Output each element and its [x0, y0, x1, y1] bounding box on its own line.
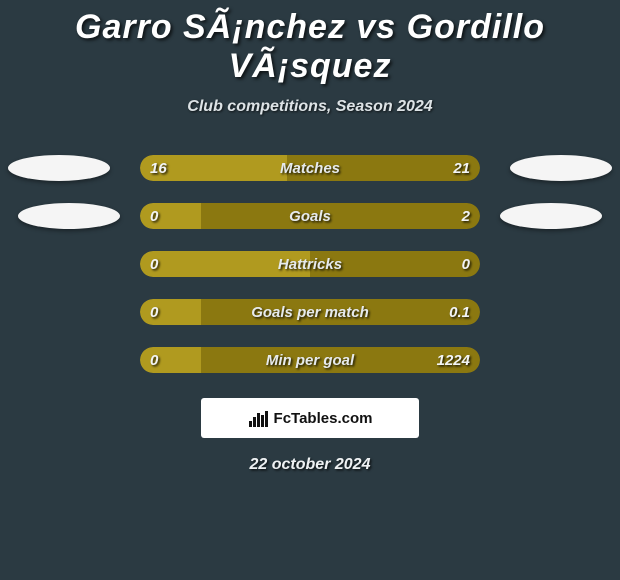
bar-left: [140, 251, 310, 277]
stat-row: 02Goals: [0, 192, 620, 240]
bar-track: 00.1Goals per match: [140, 299, 480, 325]
player-right-avatar: [510, 155, 612, 181]
bar-left: [140, 155, 287, 181]
stat-row: 1621Matches: [0, 144, 620, 192]
bar-left: [140, 203, 201, 229]
bar-right: [310, 251, 480, 277]
player-left-avatar: [18, 203, 120, 229]
date-text: 22 october 2024: [0, 456, 620, 474]
attribution-box: FcTables.com: [201, 398, 419, 438]
bar-right: [201, 299, 480, 325]
bar-right: [287, 155, 480, 181]
bar-track: 02Goals: [140, 203, 480, 229]
stat-row: 01224Min per goal: [0, 336, 620, 384]
bar-left: [140, 299, 201, 325]
player-left-avatar: [8, 155, 110, 181]
bar-track: 1621Matches: [140, 155, 480, 181]
stat-row: 00Hattricks: [0, 240, 620, 288]
bar-right: [201, 347, 480, 373]
stat-row: 00.1Goals per match: [0, 288, 620, 336]
bar-right: [201, 203, 480, 229]
page-title: Garro SÃ¡nchez vs Gordillo VÃ¡squez: [0, 0, 620, 86]
bar-track: 00Hattricks: [140, 251, 480, 277]
attribution-text: FcTables.com: [274, 410, 373, 427]
bars-icon: [248, 409, 270, 427]
player-right-avatar: [500, 203, 602, 229]
page-subtitle: Club competitions, Season 2024: [0, 98, 620, 116]
bar-left: [140, 347, 201, 373]
comparison-rows: 1621Matches 02Goals 00Hattricks 00.1Goals p…: [0, 144, 620, 384]
bar-track: 01224Min per goal: [140, 347, 480, 373]
